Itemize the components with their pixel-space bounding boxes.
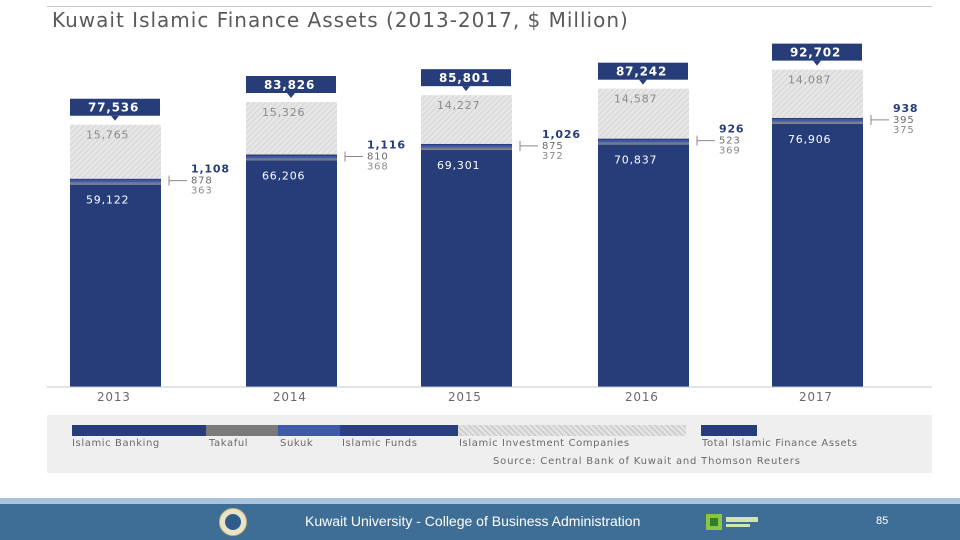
label-islamic-funds-2015: 1,026 — [542, 128, 581, 141]
legend-swatch-0 — [72, 425, 206, 436]
bar-investment-companies-2014 — [246, 101, 337, 155]
bar-takaful-2017 — [772, 121, 863, 124]
source-note: Source: Central Bank of Kuwait and Thoms… — [493, 456, 801, 467]
total-box-2017 — [772, 43, 862, 61]
total-box-2014 — [246, 75, 336, 93]
bar-sukuk-2015 — [421, 145, 512, 148]
x-tick-label-2016: 2016 — [625, 390, 659, 404]
total-label-2014: 83,826 — [264, 78, 315, 92]
bar-sukuk-2017 — [772, 119, 863, 122]
bar-islamic-banking-2014 — [246, 160, 337, 387]
bar-sukuk-2016 — [598, 140, 689, 143]
bar-islamic-funds-2013 — [70, 178, 161, 181]
legend-label-3: Islamic Funds — [342, 438, 418, 449]
label-sukuk-2013: 878 — [191, 176, 213, 187]
legend-label-1: Takaful — [209, 438, 249, 449]
bar-investment-companies-2017 — [772, 69, 863, 118]
x-tick-label-2015: 2015 — [448, 390, 482, 404]
label-islamic-funds-2014: 1,116 — [367, 138, 406, 151]
bar-islamic-banking-2013 — [70, 184, 161, 387]
legend-swatch-5 — [701, 425, 757, 436]
legend-label-0: Islamic Banking — [72, 438, 160, 449]
bar-sukuk-2013 — [70, 180, 161, 183]
bar-islamic-funds-2015 — [421, 143, 512, 146]
bar-islamic-funds-2014 — [246, 154, 337, 157]
label-takaful-2016: 369 — [719, 146, 741, 157]
x-tick-label-2017: 2017 — [799, 390, 833, 404]
bar-islamic-funds-2017 — [772, 117, 863, 120]
bar-takaful-2016 — [598, 142, 689, 145]
label-islamic-banking-2016: 70,837 — [614, 154, 657, 167]
x-tick-label-2013: 2013 — [97, 390, 131, 404]
bar-sukuk-2014 — [246, 156, 337, 159]
label-islamic-funds-2017: 938 — [893, 102, 918, 115]
label-islamic-banking-2014: 66,206 — [262, 169, 305, 182]
legend-swatch-2 — [278, 425, 340, 436]
legend-label-4: Islamic Investment Companies — [459, 438, 630, 449]
total-pointer-2017 — [813, 60, 821, 66]
total-pointer-2015 — [462, 86, 470, 92]
label-sukuk-2015: 875 — [542, 141, 564, 152]
bar-takaful-2014 — [246, 158, 337, 161]
bar-takaful-2013 — [70, 182, 161, 185]
legend-label-2: Sukuk — [280, 438, 314, 449]
label-sukuk-2014: 810 — [367, 151, 389, 162]
total-box-2016 — [598, 62, 688, 80]
legend-swatch-1 — [206, 425, 278, 436]
chart-title: Kuwait Islamic Finance Assets (2013-2017… — [52, 8, 629, 32]
total-label-2016: 87,242 — [616, 65, 667, 79]
footer-accent-line — [0, 498, 960, 504]
label-investment-companies-2016: 14,587 — [614, 93, 657, 106]
label-investment-companies-2014: 15,326 — [262, 106, 305, 119]
label-islamic-banking-2013: 59,122 — [86, 194, 129, 207]
total-pointer-2016 — [639, 79, 647, 85]
label-investment-companies-2013: 15,765 — [86, 129, 129, 142]
label-takaful-2017: 375 — [893, 125, 915, 136]
legend-swatch-4 — [458, 425, 686, 436]
x-tick-label-2014: 2014 — [273, 390, 307, 404]
total-pointer-2014 — [287, 92, 295, 98]
bar-takaful-2015 — [421, 147, 512, 150]
total-box-2013 — [70, 98, 160, 116]
label-islamic-banking-2015: 69,301 — [437, 159, 480, 172]
label-islamic-funds-2016: 926 — [719, 123, 744, 136]
bar-islamic-banking-2017 — [772, 123, 863, 387]
legend-swatch-3 — [340, 425, 458, 436]
label-islamic-banking-2017: 76,906 — [788, 133, 831, 146]
college-logo — [706, 514, 758, 530]
label-investment-companies-2017: 14,087 — [788, 74, 831, 87]
label-sukuk-2016: 523 — [719, 136, 741, 147]
footer-text: Kuwait University - College of Business … — [305, 513, 641, 529]
bar-islamic-funds-2016 — [598, 138, 689, 141]
bar-investment-companies-2013 — [70, 124, 161, 179]
total-box-2015 — [421, 69, 511, 87]
page-number: 85 — [876, 515, 889, 527]
bar-islamic-banking-2015 — [421, 149, 512, 387]
total-pointer-2013 — [111, 115, 119, 121]
legend-label-5: Total Islamic Finance Assets — [702, 438, 858, 449]
label-islamic-funds-2013: 1,108 — [191, 163, 230, 176]
legend-panel — [47, 415, 932, 473]
university-seal-logo — [219, 508, 247, 536]
bar-islamic-banking-2016 — [598, 144, 689, 387]
footer-bar — [0, 504, 960, 540]
label-investment-companies-2015: 14,227 — [437, 99, 480, 112]
label-sukuk-2017: 395 — [893, 115, 915, 126]
bar-investment-companies-2015 — [421, 95, 512, 144]
label-takaful-2015: 372 — [542, 151, 564, 162]
label-takaful-2014: 368 — [367, 161, 389, 172]
bar-investment-companies-2016 — [598, 88, 689, 139]
top-rule — [47, 6, 932, 7]
total-label-2017: 92,702 — [790, 46, 841, 60]
label-takaful-2013: 363 — [191, 186, 213, 197]
total-label-2013: 77,536 — [88, 101, 139, 115]
total-label-2015: 85,801 — [439, 71, 490, 85]
